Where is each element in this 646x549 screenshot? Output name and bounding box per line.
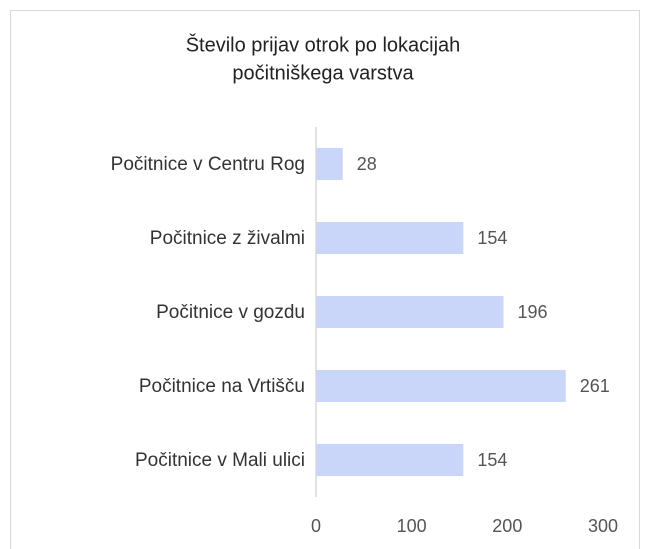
chart-title: počitniškega varstva: [232, 62, 414, 84]
y-tick-label: Počitnice v gozdu: [156, 302, 305, 323]
x-tick-label: 300: [588, 516, 618, 536]
x-tick-label: 100: [397, 516, 427, 536]
y-tick-label: Počitnice v Centru Rog: [111, 154, 305, 175]
bar: [316, 370, 566, 402]
y-tick-label: Počitnice v Mali ulici: [135, 450, 305, 471]
y-tick-label: Počitnice na Vrtišču: [139, 376, 305, 397]
bar: [316, 296, 504, 328]
data-label: 261: [580, 376, 610, 396]
data-label: 154: [477, 450, 507, 470]
data-label: 196: [518, 302, 548, 322]
bar: [316, 148, 343, 180]
x-tick-label: 0: [311, 516, 321, 536]
chart-title: Število prijav otrok po lokacijah: [186, 33, 461, 56]
data-label: 28: [357, 154, 377, 174]
bar: [316, 222, 464, 254]
data-label: 154: [477, 228, 507, 248]
bar: [316, 444, 464, 476]
x-tick-label: 200: [492, 516, 522, 536]
y-tick-label: Počitnice z živalmi: [150, 228, 305, 249]
